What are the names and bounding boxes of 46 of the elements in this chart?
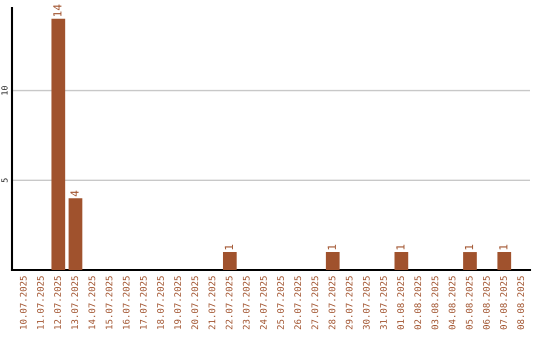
x-tick-label: 17.07.2025 xyxy=(140,276,147,329)
x-tick-label: 14.07.2025 xyxy=(88,276,96,329)
x-tick-label: 26.07.2025 xyxy=(294,276,302,330)
x-tick-label: 31.07.2025 xyxy=(380,276,387,330)
x-tick-label: 27.07.2025 xyxy=(311,276,318,330)
bar xyxy=(497,252,512,270)
data-label: 1 xyxy=(328,244,336,250)
y-tick-label: 5 xyxy=(1,178,8,182)
bar xyxy=(68,198,82,270)
x-tick-label: 08.08.2025 xyxy=(517,276,524,330)
bar xyxy=(463,252,477,270)
x-tick-label: 24.07.2025 xyxy=(260,276,267,330)
x-tick-label: 30.07.2025 xyxy=(362,276,370,330)
data-label: 1 xyxy=(464,244,474,250)
bar xyxy=(51,18,66,270)
x-tick-label: 18.07.2025 xyxy=(157,276,164,329)
x-tick-label: 04.08.2025 xyxy=(448,276,456,330)
x-tick-label: 03.08.2025 xyxy=(431,276,438,330)
bar xyxy=(394,252,408,270)
x-tick-label: 22.07.2025 xyxy=(226,276,232,330)
x-tick-label: 01.08.2025 xyxy=(397,276,404,330)
x-tick-label: 15.07.2025 xyxy=(106,276,112,329)
data-label: 1 xyxy=(224,244,233,250)
data-label: 4 xyxy=(70,190,79,196)
x-tick-label: 13.07.2025 xyxy=(71,276,78,329)
x-tick-label: 29.07.2025 xyxy=(346,276,353,330)
x-tick-label: 07.08.2025 xyxy=(500,276,507,330)
bar xyxy=(222,252,237,270)
data-label: 1 xyxy=(396,244,404,250)
y-tick-label: 10 xyxy=(1,86,8,95)
x-tick-label: 19.07.2025 xyxy=(174,276,182,329)
x-tick-label: 28.07.2025 xyxy=(328,276,336,330)
x-tick-label: 06.08.2025 xyxy=(482,276,490,330)
data-label: 1 xyxy=(499,244,508,250)
x-tick-label: 02.08.2025 xyxy=(414,276,422,330)
x-tick-label: 12.07.2025 xyxy=(54,276,61,329)
x-tick-label: 16.07.2025 xyxy=(122,276,130,329)
x-tick-label: 10.07.2025 xyxy=(20,276,27,329)
x-tick-label: 11.07.2025 xyxy=(36,276,44,329)
x-tick-label: 23.07.2025 xyxy=(242,276,250,330)
x-tick-label: 20.07.2025 xyxy=(191,276,198,330)
data-label: 14 xyxy=(53,4,62,16)
x-tick-label: 21.07.2025 xyxy=(208,276,216,330)
bar xyxy=(326,252,340,270)
x-tick-label: 05.08.2025 xyxy=(466,276,473,330)
x-tick-label: 25.07.2025 xyxy=(277,276,284,330)
